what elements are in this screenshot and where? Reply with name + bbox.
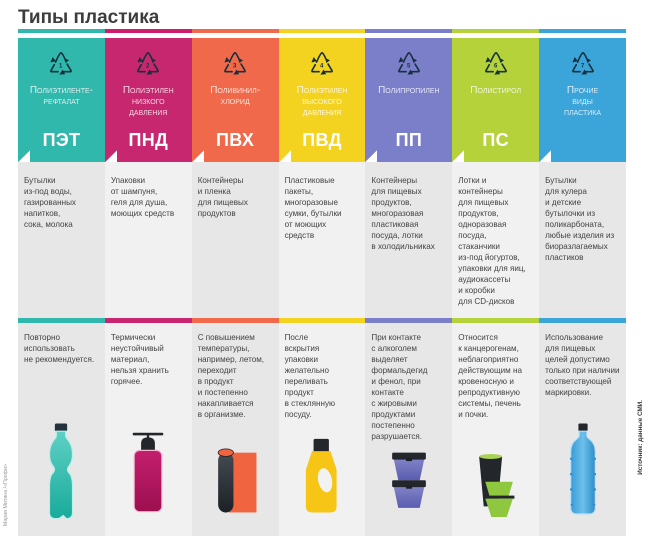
svg-text:7: 7: [581, 63, 585, 70]
svg-text:1: 1: [59, 63, 63, 70]
svg-text:6: 6: [494, 63, 498, 70]
svg-text:2: 2: [146, 63, 150, 70]
svg-text:5: 5: [407, 63, 411, 70]
svg-text:4: 4: [320, 63, 324, 70]
svg-text:3: 3: [233, 63, 237, 70]
